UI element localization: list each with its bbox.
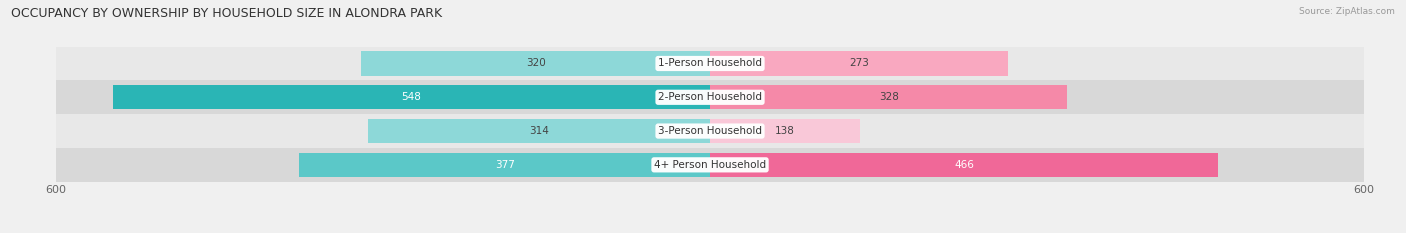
Text: 1-Person Household: 1-Person Household (658, 58, 762, 69)
Bar (710, 153, 1218, 177)
Text: 466: 466 (955, 160, 974, 170)
Text: 377: 377 (495, 160, 515, 170)
Text: OCCUPANCY BY OWNERSHIP BY HOUSEHOLD SIZE IN ALONDRA PARK: OCCUPANCY BY OWNERSHIP BY HOUSEHOLD SIZE… (11, 7, 443, 20)
Text: 314: 314 (529, 126, 548, 136)
Bar (56, 148, 1364, 182)
Bar (710, 51, 1008, 76)
Bar (56, 80, 1364, 114)
Bar (710, 85, 1067, 110)
Text: 3-Person Household: 3-Person Household (658, 126, 762, 136)
Text: 320: 320 (526, 58, 546, 69)
Text: Source: ZipAtlas.com: Source: ZipAtlas.com (1299, 7, 1395, 16)
Bar (112, 85, 710, 110)
Text: 138: 138 (775, 126, 796, 136)
Bar (710, 119, 860, 143)
Text: 328: 328 (879, 92, 898, 102)
Bar (368, 119, 710, 143)
Text: 273: 273 (849, 58, 869, 69)
Bar (299, 153, 710, 177)
Text: 4+ Person Household: 4+ Person Household (654, 160, 766, 170)
Text: 548: 548 (402, 92, 422, 102)
Bar (56, 114, 1364, 148)
Text: 2-Person Household: 2-Person Household (658, 92, 762, 102)
Bar (56, 47, 1364, 80)
Bar (361, 51, 710, 76)
